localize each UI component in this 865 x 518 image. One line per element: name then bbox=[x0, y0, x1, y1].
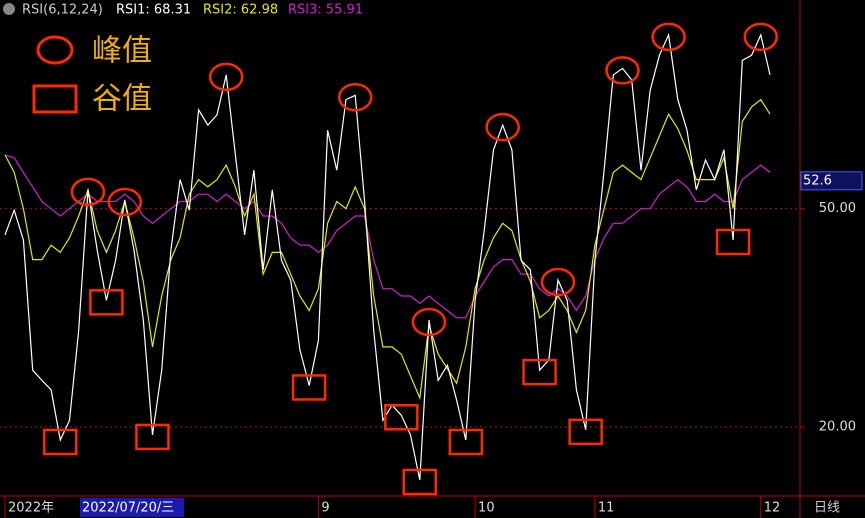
trough-marker bbox=[89, 289, 124, 316]
current-value-box bbox=[800, 171, 863, 191]
trough-marker bbox=[135, 423, 170, 451]
peak-marker bbox=[651, 22, 686, 52]
legend-entry: RSI2: 62.98 bbox=[203, 3, 278, 18]
trough-marker bbox=[291, 374, 327, 401]
trough-marker bbox=[43, 428, 78, 456]
cursor-date: 2022/07/20/三 bbox=[82, 501, 174, 516]
peak-marker bbox=[605, 56, 640, 85]
trough-marker bbox=[448, 428, 484, 456]
current-value: 52.6 bbox=[803, 173, 832, 188]
trough-marker bbox=[522, 358, 557, 386]
legend-entry: RSI1: 68.31 bbox=[116, 3, 191, 18]
peak-marker bbox=[70, 177, 106, 207]
trough-marker bbox=[715, 228, 751, 256]
peak-marker bbox=[411, 307, 447, 337]
y-tick-label: 50.00 bbox=[819, 201, 856, 216]
x-tick-label: 9 bbox=[321, 501, 329, 516]
collapse-icon[interactable] bbox=[3, 3, 15, 15]
peak-marker bbox=[337, 83, 373, 112]
peak-marker bbox=[743, 22, 779, 52]
peak-legend-icon bbox=[36, 35, 74, 65]
peak-marker bbox=[485, 112, 520, 142]
peak-marker bbox=[540, 267, 576, 297]
x-tick-label: 10 bbox=[478, 501, 495, 516]
period-label: 日线 bbox=[814, 501, 840, 516]
peak-marker bbox=[208, 62, 244, 92]
peak-marker bbox=[107, 187, 143, 217]
peak-legend-label: 峰值 bbox=[92, 34, 152, 69]
trough-marker bbox=[384, 404, 419, 431]
legend-entry: RSI3: 55.91 bbox=[288, 3, 363, 18]
y-tick-label: 20.00 bbox=[819, 419, 856, 434]
rsi-line bbox=[4, 154, 771, 319]
trough-legend-label: 谷值 bbox=[92, 82, 152, 117]
cursor-date-box bbox=[80, 498, 184, 517]
trough-marker bbox=[402, 468, 438, 496]
trough-legend-icon bbox=[32, 84, 78, 114]
indicator-name: RSI(6,12,24) bbox=[22, 3, 103, 18]
trough-marker bbox=[568, 418, 603, 446]
rsi-line bbox=[4, 32, 771, 481]
x-tick-label: 12 bbox=[764, 501, 781, 516]
rsi-line bbox=[4, 98, 771, 401]
x-tick-label: 2022年 bbox=[8, 501, 54, 516]
x-tick-label: 11 bbox=[598, 501, 615, 516]
